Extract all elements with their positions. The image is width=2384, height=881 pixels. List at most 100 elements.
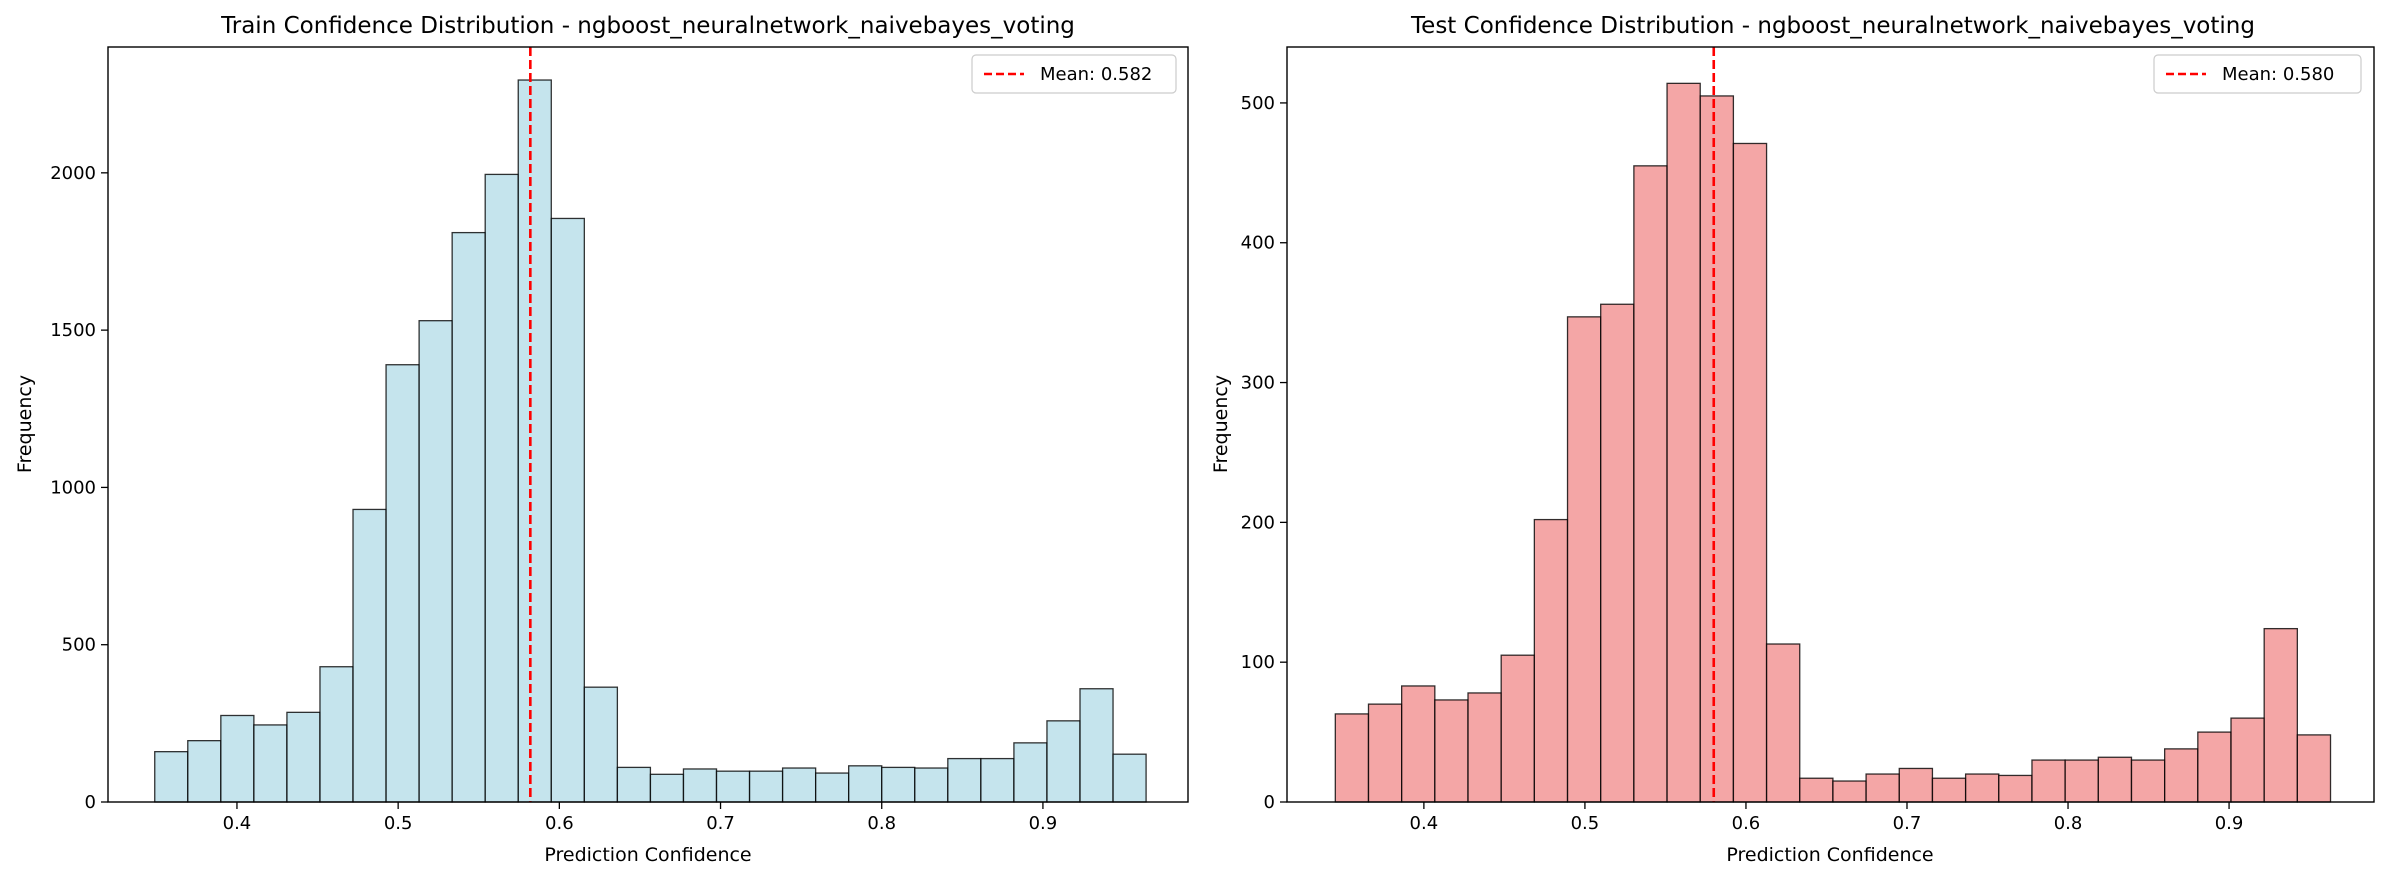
test-y-tick-label: 500 bbox=[1241, 93, 1275, 114]
train-x-ticks: 0.4 0.5 0.6 0.7 0.8 0.9 bbox=[223, 802, 1058, 834]
test-histogram-bar bbox=[1699, 95, 1735, 803]
train-histogram-bar bbox=[517, 79, 552, 803]
train-x-tick-label: 0.6 bbox=[545, 813, 574, 834]
train-histogram-bar bbox=[616, 766, 652, 803]
train-histogram-bar bbox=[352, 508, 387, 803]
test-histogram-bar bbox=[2130, 759, 2166, 803]
test-histogram-bar bbox=[2230, 717, 2265, 803]
train-bars bbox=[154, 79, 1147, 803]
train-x-tick-label: 0.7 bbox=[706, 813, 735, 834]
train-y-ticks: 0 500 1000 1500 2000 bbox=[50, 163, 108, 813]
train-y-tick-label: 0 bbox=[85, 792, 96, 813]
test-histogram-bar bbox=[2097, 756, 2133, 803]
test-histogram-bar bbox=[1500, 654, 1536, 803]
test-x-axis-label: Prediction Confidence bbox=[1726, 844, 1933, 866]
test-histogram-bar bbox=[2064, 759, 2099, 803]
test-histogram-bar bbox=[2031, 759, 2066, 803]
test-histogram-bar bbox=[1533, 518, 1569, 803]
test-y-tick-label: 0 bbox=[1264, 792, 1275, 813]
train-x-tick-label: 0.4 bbox=[223, 813, 252, 834]
test-y-tick-label: 100 bbox=[1241, 652, 1275, 673]
train-x-axis-label: Prediction Confidence bbox=[544, 844, 751, 866]
test-histogram-bar bbox=[1467, 692, 1502, 803]
test-x-ticks: 0.4 0.5 0.6 0.7 0.8 0.9 bbox=[1410, 802, 2244, 834]
train-histogram-bar bbox=[319, 666, 354, 803]
train-histogram-bar bbox=[1046, 720, 1081, 803]
test-y-axis-label: Frequency bbox=[1210, 375, 1232, 473]
train-histogram-bar bbox=[220, 714, 255, 803]
train-histogram-bar bbox=[484, 173, 519, 803]
test-x-tick-label: 0.6 bbox=[1732, 813, 1761, 834]
test-histogram-bar bbox=[2164, 748, 2199, 803]
test-histogram-bar bbox=[1434, 699, 1469, 803]
train-y-tick-label: 500 bbox=[62, 635, 96, 656]
train-histogram-bar bbox=[980, 757, 1015, 803]
test-histogram-bar bbox=[1566, 316, 1602, 803]
train-histogram-bar bbox=[814, 772, 850, 803]
train-x-tick-label: 0.8 bbox=[867, 813, 896, 834]
test-histogram-bar bbox=[1898, 767, 1934, 803]
test-histogram-bar bbox=[2263, 627, 2298, 803]
test-histogram-bar bbox=[1931, 777, 1967, 803]
train-legend: Mean: 0.582 bbox=[971, 54, 1177, 94]
train-y-tick-label: 1500 bbox=[50, 320, 96, 341]
train-plot-frame bbox=[107, 46, 1189, 803]
test-histogram-bar bbox=[2296, 734, 2332, 803]
test-x-tick-label: 0.9 bbox=[2215, 813, 2244, 834]
test-histogram-bar bbox=[1832, 780, 1867, 803]
test-histogram-bar bbox=[2197, 731, 2232, 803]
train-x-tick-label: 0.5 bbox=[384, 813, 413, 834]
test-histogram-bar bbox=[1334, 713, 1370, 803]
test-histogram-bar bbox=[1633, 165, 1668, 803]
train-histogram-bar bbox=[1112, 753, 1147, 803]
test-y-tick-label: 400 bbox=[1241, 233, 1275, 254]
test-x-tick-label: 0.4 bbox=[1410, 813, 1439, 834]
train-x-tick-label: 0.9 bbox=[1029, 813, 1058, 834]
train-histogram-bar bbox=[418, 320, 453, 803]
train-histogram-bar bbox=[187, 740, 222, 803]
train-histogram-bar bbox=[286, 711, 321, 803]
test-legend: Mean: 0.580 bbox=[2153, 54, 2362, 94]
test-y-tick-label: 300 bbox=[1241, 373, 1275, 394]
train-histogram-bar bbox=[649, 773, 685, 803]
test-histogram-bar bbox=[1732, 142, 1768, 803]
test-legend-label: Mean: 0.580 bbox=[2222, 64, 2334, 85]
train-histogram-bar bbox=[385, 364, 420, 803]
train-y-tick-label: 2000 bbox=[50, 163, 96, 184]
test-histogram-bar bbox=[1964, 773, 2000, 803]
train-chart: Train Confidence Distribution - ngboost_… bbox=[14, 13, 1189, 866]
train-histogram-bar bbox=[781, 767, 817, 803]
test-histogram-bar bbox=[1799, 777, 1834, 803]
train-histogram-bar bbox=[550, 217, 585, 803]
train-histogram-bar bbox=[947, 757, 982, 803]
train-y-tick-label: 1000 bbox=[50, 477, 96, 498]
train-histogram-bar bbox=[682, 768, 718, 803]
test-chart-title: Test Confidence Distribution - ngboost_n… bbox=[1410, 13, 2255, 39]
train-histogram-bar bbox=[451, 231, 486, 803]
train-histogram-bar bbox=[715, 770, 751, 803]
test-x-tick-label: 0.5 bbox=[1571, 813, 1600, 834]
test-histogram-bar bbox=[1401, 685, 1436, 803]
train-y-axis-label: Frequency bbox=[14, 375, 36, 473]
train-histogram-bar bbox=[881, 766, 916, 803]
test-histogram-bar bbox=[1367, 703, 1403, 803]
test-histogram-bar bbox=[1666, 82, 1701, 803]
train-chart-title: Train Confidence Distribution - ngboost_… bbox=[220, 13, 1075, 39]
train-legend-label: Mean: 0.582 bbox=[1040, 64, 1152, 85]
train-histogram-bar bbox=[154, 751, 189, 803]
test-y-tick-label: 200 bbox=[1241, 512, 1275, 533]
test-histogram-bar bbox=[1765, 643, 1801, 803]
test-histogram-bar bbox=[1600, 303, 1635, 803]
train-histogram-bar bbox=[253, 724, 288, 803]
train-histogram-bar bbox=[748, 770, 784, 803]
test-x-tick-label: 0.8 bbox=[2054, 813, 2083, 834]
test-bars bbox=[1334, 82, 2332, 803]
test-x-tick-label: 0.7 bbox=[1893, 813, 1922, 834]
test-histogram-bar bbox=[1998, 774, 2033, 803]
train-legend-box bbox=[971, 54, 1177, 94]
test-chart: Test Confidence Distribution - ngboost_n… bbox=[1210, 13, 2375, 866]
test-legend-box bbox=[2153, 54, 2362, 94]
train-histogram-bar bbox=[914, 767, 949, 803]
train-histogram-bar bbox=[1079, 688, 1114, 803]
